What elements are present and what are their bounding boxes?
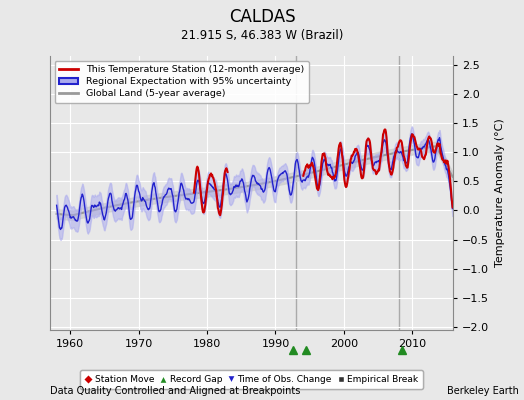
Y-axis label: Temperature Anomaly (°C): Temperature Anomaly (°C) [495,119,505,267]
Text: 21.915 S, 46.383 W (Brazil): 21.915 S, 46.383 W (Brazil) [181,29,343,42]
Text: Data Quality Controlled and Aligned at Breakpoints: Data Quality Controlled and Aligned at B… [50,386,300,396]
Text: Berkeley Earth: Berkeley Earth [447,386,519,396]
Text: CALDAS: CALDAS [228,8,296,26]
Legend: Station Move, Record Gap, Time of Obs. Change, Empirical Break: Station Move, Record Gap, Time of Obs. C… [80,370,423,388]
